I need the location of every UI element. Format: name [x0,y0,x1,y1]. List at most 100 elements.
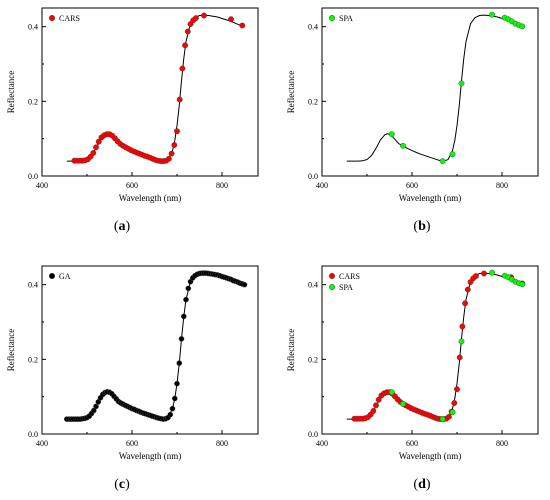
data-point-spa [458,338,465,345]
data-point-ga [169,405,176,412]
x-tick-label: 400 [316,439,328,448]
y-axis-label: Reflectance [6,329,16,371]
legend-label-cars: CARS [339,272,360,281]
data-point-cars [168,150,175,157]
plot-frame [321,265,539,435]
chart-svg-ga: 400 600 800 0.0 0.2 0.4 Wavelength (nm) Reflect… [6,265,259,461]
y-tick-label: 0.4 [308,281,318,290]
x-tick-label: 800 [496,181,508,190]
chart-svg-cars-spa: 400 600 800 0.0 0.2 0.4 Wavelength (nm) Reflect… [286,265,539,461]
x-tick-label: 600 [406,439,418,448]
data-point-ga [93,403,99,410]
data-point-spa [449,151,456,158]
x-tick-label: 600 [126,181,138,190]
y-tick-label: 0.4 [28,23,38,32]
y-tick-label: 0.4 [28,281,38,290]
data-point-ga [241,281,248,288]
x-tick-label: 600 [406,181,418,190]
legend-marker-ga [49,272,56,279]
data-point-cars [459,323,466,330]
data-point-ga [167,411,174,418]
data-point-cars [456,354,463,361]
x-tick-label: 600 [126,439,138,448]
data-point-spa [519,23,526,30]
y-axis-label: Reflectance [286,71,296,113]
chart-svg-cars: 400 600 800 0.0 0.2 0.4 Wavelength (nm) Reflect… [6,7,259,203]
x-tick-label: 800 [496,439,508,448]
data-point-cars [481,270,487,277]
x-tick-label: 800 [216,439,228,448]
legend-marker-spa [329,14,336,21]
spectrum-line [346,14,525,162]
data-point-cars [373,402,379,409]
plot-frame [321,7,539,177]
data-point-spa [439,158,446,165]
y-axis-label: Reflectance [6,71,16,113]
data-point-cars [192,15,199,22]
data-point-spa [519,281,526,288]
data-point-cars [451,400,458,406]
y-tick-label: 0.4 [308,23,318,32]
y-tick-label: 0.2 [308,97,318,106]
panel-caption-a: (a) [113,219,131,234]
legend-label-spa: SPA [339,14,353,23]
x-tick-label: 800 [216,181,228,190]
data-point-cars [184,28,191,35]
legend-marker-spa [329,284,336,291]
panel-caption-d: (d) [413,477,431,492]
chart-panel-ga: 400 600 800 0.0 0.2 0.4 Wavelength (nm) Reflect… [0,258,270,493]
spectrum-line [346,272,525,420]
data-point-ga [176,360,183,366]
data-point-cars [375,396,382,403]
legend-marker-cars [329,272,336,279]
data-point-spa [489,11,496,18]
data-point-cars [370,407,377,414]
data-point-cars [454,386,460,393]
data-point-cars [176,96,183,103]
legend-label-cars: CARS [59,14,80,23]
data-point-cars [239,22,246,29]
data-point-spa [449,409,456,416]
panel-caption-b: (b) [413,219,431,234]
data-point-ga [183,296,189,303]
data-point-cars [464,286,471,293]
y-tick-label: 0.0 [308,430,318,439]
x-axis-label: Wavelength (nm) [119,451,182,461]
y-tick-label: 0.2 [28,355,38,364]
data-point-cars [228,16,234,23]
data-point-spa [400,400,406,407]
data-point-cars [201,12,207,19]
legend-marker-cars [49,14,56,21]
legend-label-ga: GA [59,272,71,281]
data-point-cars [174,128,180,135]
data-point-cars [462,300,469,307]
data-point-cars [472,273,479,280]
data-point-ga [180,313,187,320]
data-point-ga [174,380,180,387]
chart-panel-spa: 400 600 800 0.0 0.2 0.4 Wavelength (nm) Reflect… [280,0,550,235]
data-point-cars [90,149,97,156]
y-axis-label: Reflectance [286,329,296,371]
data-point-ga [178,336,185,342]
data-point-spa [400,142,406,149]
y-tick-label: 0.0 [308,172,318,181]
data-point-cars [93,144,99,151]
data-point-spa [439,416,446,423]
x-axis-label: Wavelength (nm) [399,193,462,203]
data-point-cars [95,138,102,145]
data-point-spa [458,80,465,87]
y-tick-label: 0.2 [308,355,318,364]
x-axis-label: Wavelength (nm) [399,451,462,461]
x-tick-label: 400 [36,181,48,190]
data-point-cars [179,65,186,72]
data-point-cars [182,42,189,49]
y-tick-label: 0.0 [28,172,38,181]
x-tick-label: 400 [36,439,48,448]
chart-svg-spa: 400 600 800 0.0 0.2 0.4 Wavelength (nm) Reflect… [286,7,539,203]
data-point-cars [171,142,178,148]
y-tick-label: 0.2 [28,97,38,106]
legend-label-spa: SPA [339,283,353,292]
data-point-spa [388,131,395,138]
data-point-spa [388,389,395,396]
x-tick-label: 400 [316,181,328,190]
